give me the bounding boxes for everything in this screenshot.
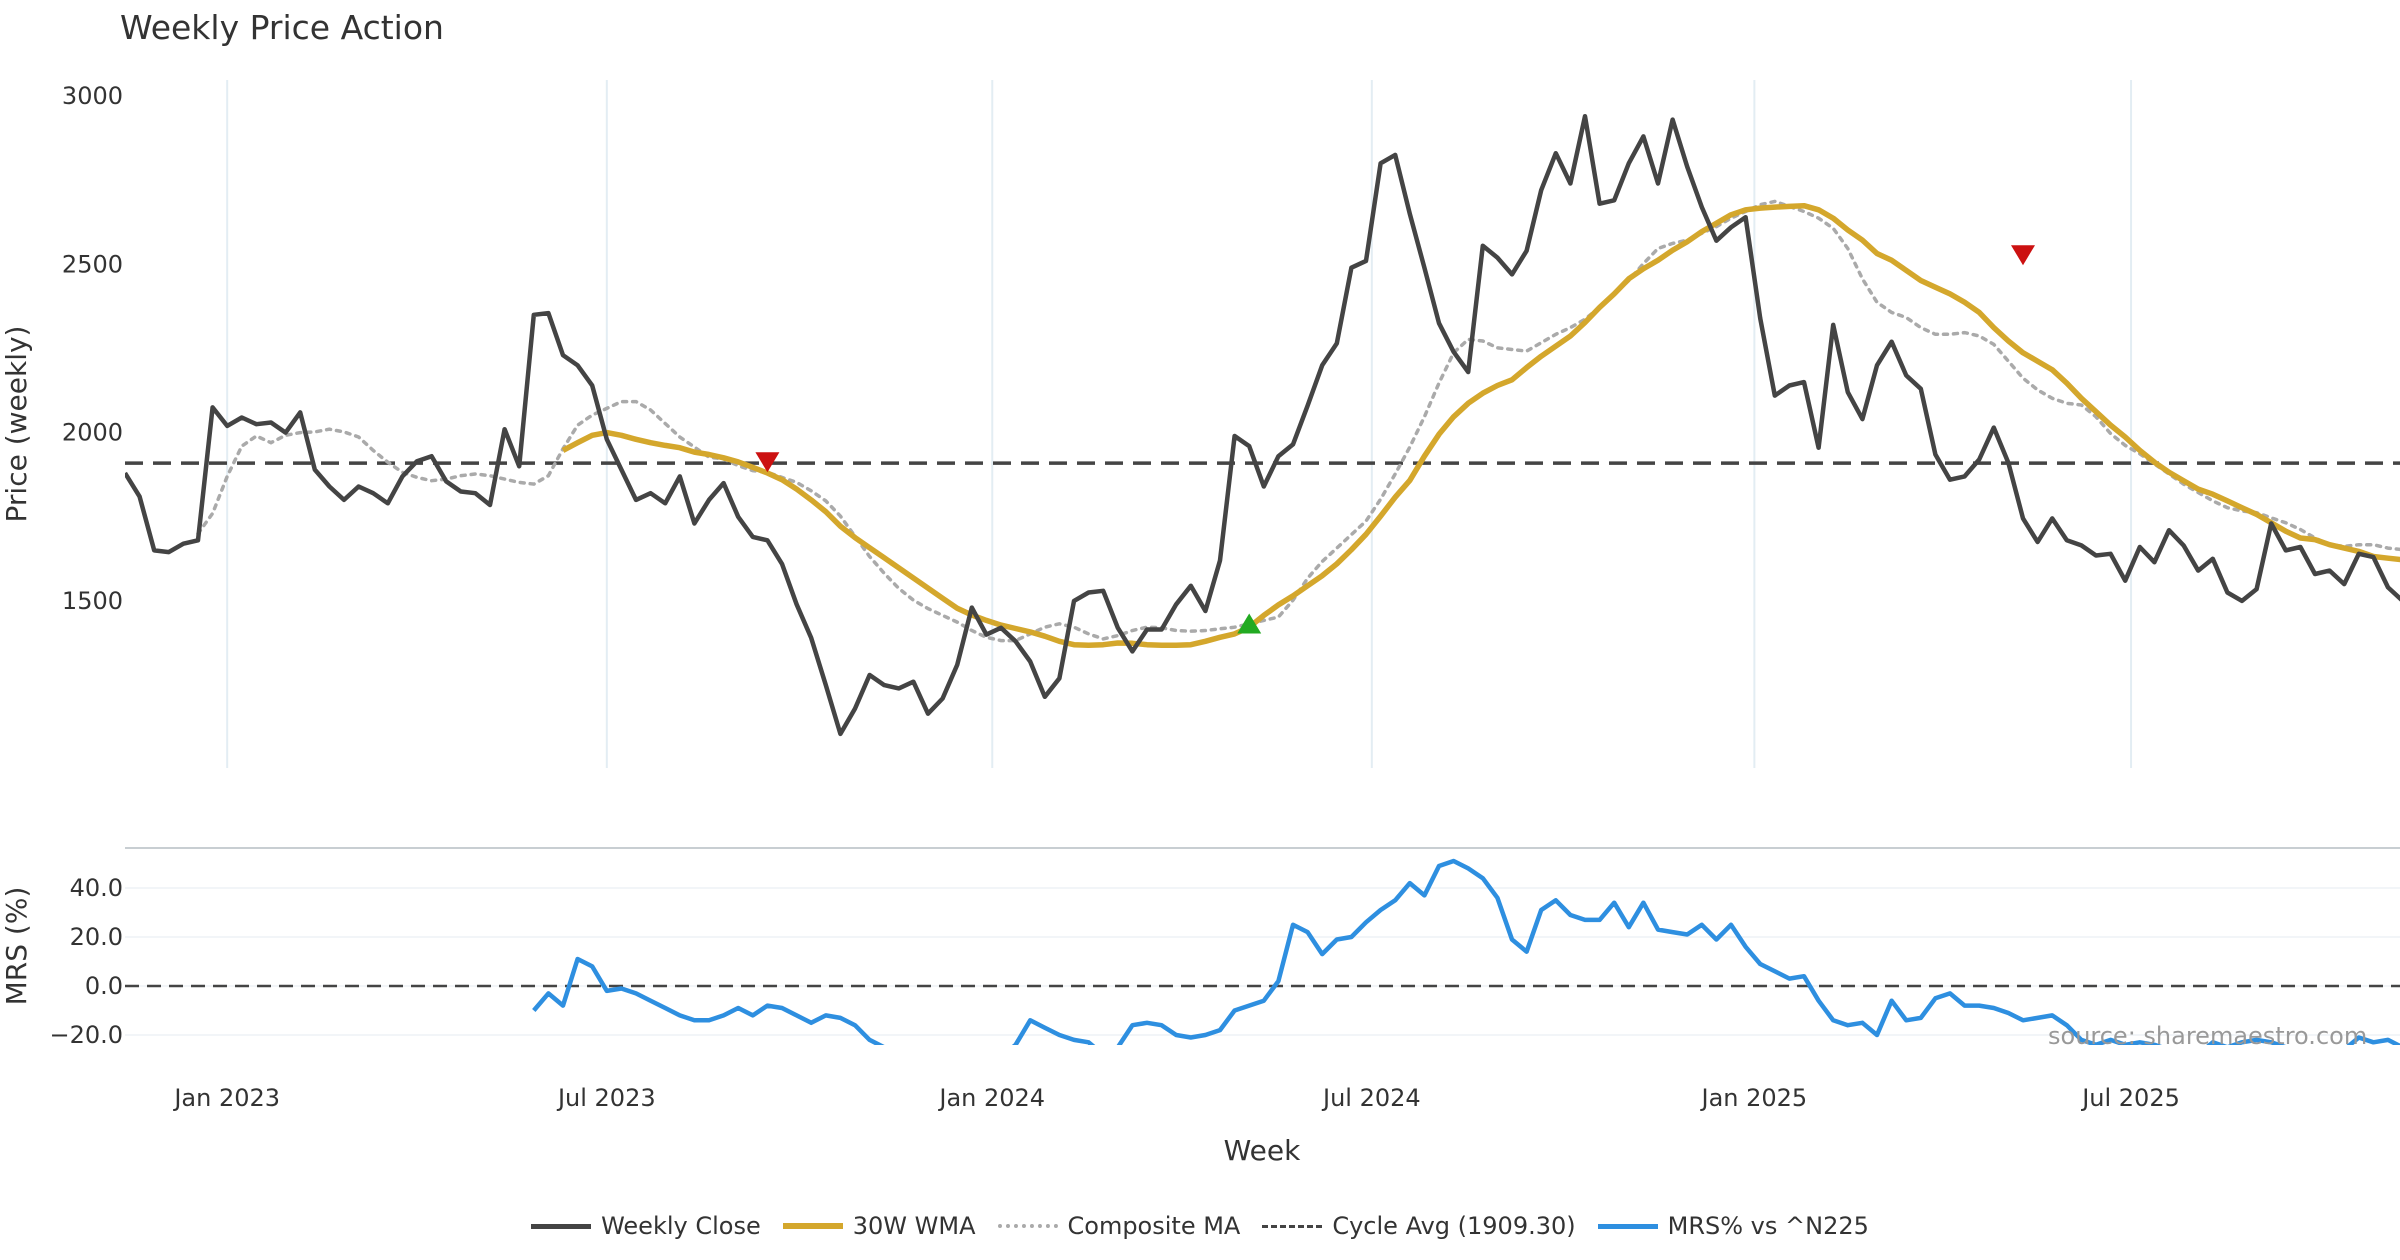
y-tick-label: 1500 (62, 587, 123, 615)
y-tick-label: 2500 (62, 250, 123, 278)
legend-item-30w-wma[interactable]: 30W WMA (782, 1212, 976, 1240)
legend-swatch-mrs (1597, 1223, 1658, 1229)
x-tick-label: Jan 2023 (172, 1084, 280, 1112)
legend-label-cycle-avg: Cycle Avg (1909.30) (1332, 1212, 1576, 1240)
buy-marker (1237, 613, 1262, 634)
x-axis-title: Week (1224, 1134, 1301, 1167)
series-weekly-close (125, 113, 2400, 737)
y-tick-label: 3000 (62, 82, 123, 110)
legend-swatch-cycle-avg (1262, 1224, 1323, 1228)
legend-label-30w-wma: 30W WMA (852, 1212, 976, 1240)
series-composite-ma (196, 199, 2400, 643)
sell-marker (755, 452, 780, 473)
mrs-y-tick-label: 20.0 (70, 923, 123, 951)
x-tick-label: Jul 2024 (1321, 1084, 1421, 1112)
legend-label-weekly-close: Weekly Close (601, 1212, 761, 1240)
legend-item-weekly-close[interactable]: Weekly Close (531, 1212, 761, 1240)
mrs-y-tick-label: 0.0 (85, 972, 123, 1000)
price-panel (125, 113, 2400, 737)
mrs-y-axis-title: MRS (%) (0, 887, 33, 1006)
legend-swatch-composite-ma (997, 1224, 1058, 1228)
x-tick-label: Jul 2023 (556, 1084, 656, 1112)
series-mrs (532, 858, 2400, 1045)
sell-marker (2011, 245, 2035, 266)
chart-title: Weekly Price Action (120, 8, 444, 47)
legend-item-mrs[interactable]: MRS% vs ^N225 (1597, 1212, 1869, 1240)
legend: Weekly Close 30W WMA Composite MA Cycle … (0, 1212, 2400, 1240)
legend-item-cycle-avg[interactable]: Cycle Avg (1909.30) (1262, 1212, 1576, 1240)
y-axis-title: Price (weekly) (0, 326, 33, 523)
x-tick-label: Jul 2025 (2080, 1084, 2180, 1112)
legend-swatch-30w-wma (782, 1223, 843, 1229)
y-tick-label: 2000 (62, 419, 123, 447)
mrs-y-tick-label: 40.0 (70, 874, 123, 902)
mrs-panel (125, 858, 2400, 1045)
x-tick-label: Jan 2024 (937, 1084, 1045, 1112)
mrs-y-tick-label: −20.0 (49, 1021, 123, 1049)
legend-item-composite-ma[interactable]: Composite MA (997, 1212, 1241, 1240)
series-30w-wma (561, 202, 2400, 649)
legend-label-composite-ma: Composite MA (1067, 1212, 1241, 1240)
legend-swatch-weekly-close (531, 1223, 592, 1229)
x-tick-label: Jan 2025 (1700, 1084, 1808, 1112)
source-credit: source: sharemaestro.com (2048, 1022, 2368, 1050)
legend-label-mrs: MRS% vs ^N225 (1667, 1212, 1869, 1240)
